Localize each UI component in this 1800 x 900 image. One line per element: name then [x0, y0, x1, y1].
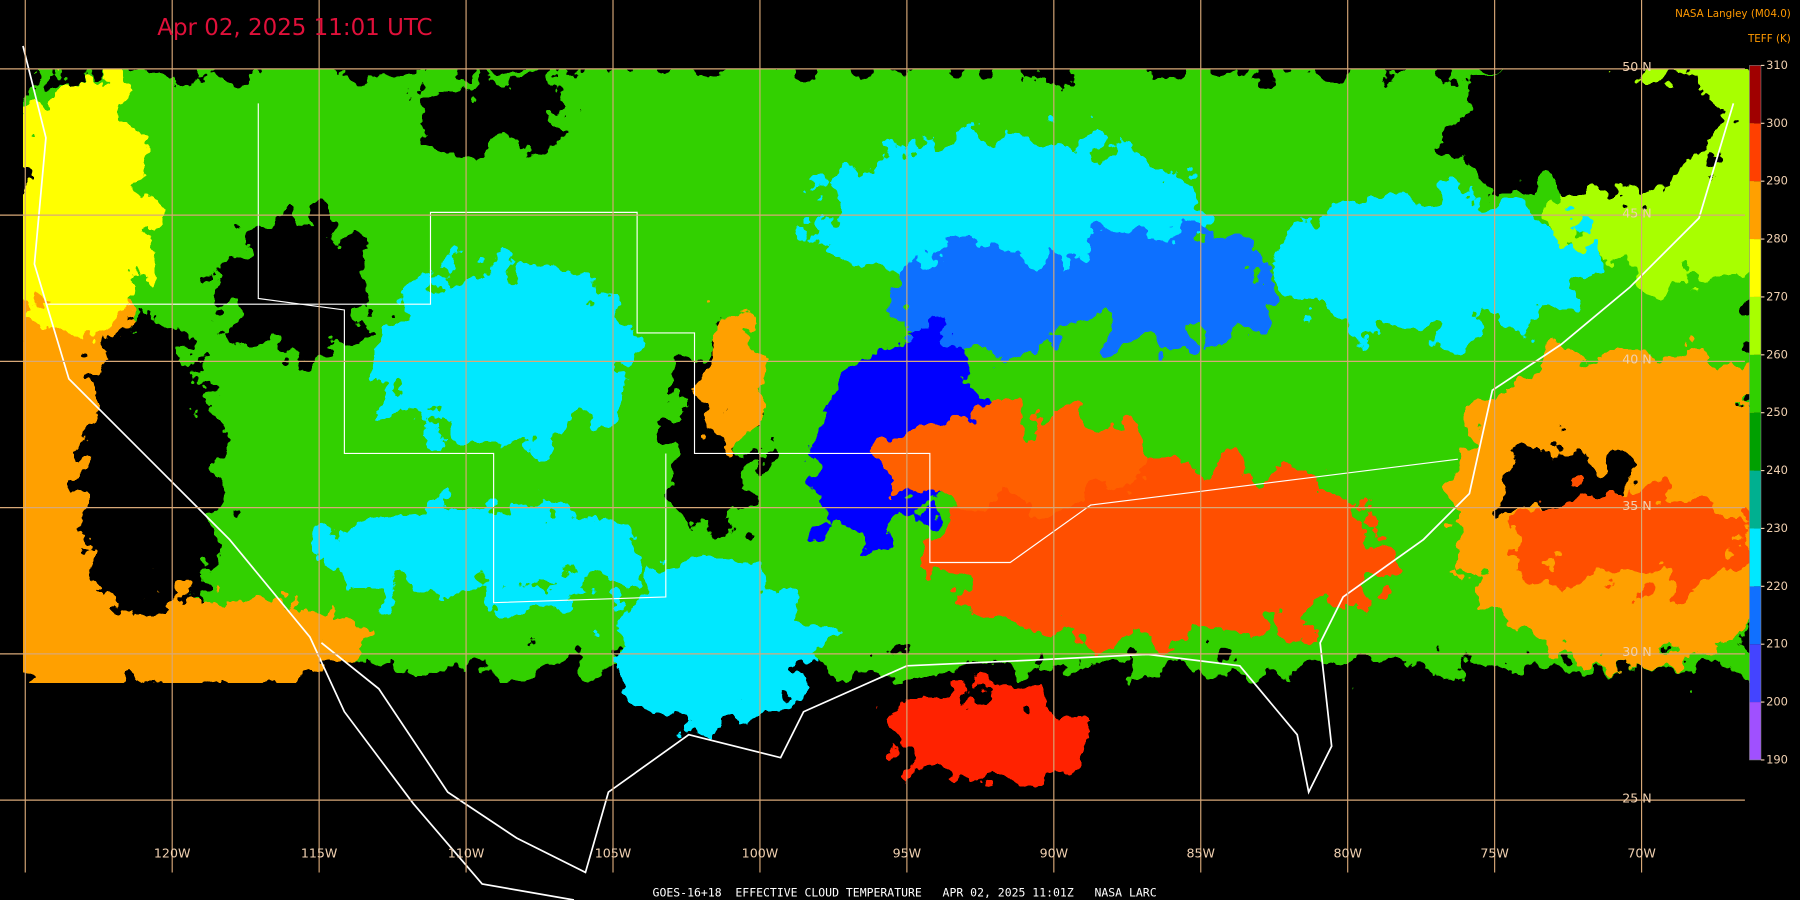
imagery-patch: [1113, 665, 1755, 804]
colorbar-band: [1749, 239, 1761, 297]
imagery-patch: [218, 218, 379, 356]
lon-label: 85W: [1187, 846, 1216, 861]
lon-label: 110W: [448, 846, 485, 861]
colorbar-band: [1749, 65, 1761, 124]
imagery-patch: [872, 413, 1148, 506]
colorbar-tick-label: 290: [1766, 174, 1788, 188]
lon-label: 95W: [893, 846, 922, 861]
colorbar-tick-label: 260: [1766, 347, 1788, 361]
lat-label: 25 N: [1622, 790, 1651, 805]
colorbar-tick-label: 200: [1766, 695, 1788, 709]
colorbar-band: [1749, 123, 1761, 182]
colorbar-band: [1749, 181, 1761, 240]
source-label: NASA Langley (M04.0): [1675, 8, 1791, 20]
cloud-imagery: [22, 68, 1755, 804]
state-borders: [257, 103, 667, 604]
colorbar-tick-label: 210: [1766, 637, 1788, 651]
imagery-patch: [883, 688, 1091, 781]
imagery-patch: [1446, 68, 1722, 196]
imagery-patch: [608, 562, 816, 724]
imagery-patch: [80, 321, 219, 643]
colorbar-tick-label: 220: [1766, 579, 1788, 593]
imagery-patch: [929, 459, 1390, 643]
lon-label: 105W: [595, 846, 632, 861]
colorbar-band: [1749, 702, 1761, 760]
imagery-patch: [1067, 229, 1275, 345]
imagery-patch: [1102, 688, 1240, 804]
lat-label: 30 N: [1622, 644, 1651, 659]
caption: GOES-16+18 EFFECTIVE CLOUD TEMPERATURE A…: [653, 886, 1157, 900]
imagery-patch: [22, 68, 150, 345]
lon-label: 120W: [154, 846, 191, 861]
colorbar-tick-label: 310: [1766, 58, 1788, 72]
colorbar-tick-label: 300: [1766, 116, 1788, 130]
colorbar-tick-label: 230: [1766, 521, 1788, 535]
colorbar-tick-label: 190: [1766, 752, 1788, 766]
colorbar-band: [1749, 412, 1761, 471]
imagery-patch: [700, 309, 770, 448]
lat-label: 35 N: [1622, 498, 1651, 513]
colorbar-band: [1749, 354, 1761, 413]
colorbar-band: [1749, 528, 1761, 587]
lon-label: 80W: [1333, 846, 1362, 861]
lat-label: 50 N: [1622, 59, 1651, 74]
colorbar-band: [1749, 470, 1761, 529]
colorbar-title: TEFF (K): [1747, 33, 1791, 45]
colorbar-band: [1749, 644, 1761, 703]
imagery-patch: [22, 596, 368, 689]
coastline: [320, 103, 1735, 874]
lat-label: 40 N: [1622, 352, 1651, 367]
lat-label: 45 N: [1622, 205, 1651, 220]
coastline: [22, 45, 575, 900]
lon-label: 70W: [1627, 846, 1656, 861]
colorbar-tick-label: 280: [1766, 232, 1788, 246]
lon-label: 75W: [1480, 846, 1509, 861]
imagery-patch: [378, 264, 632, 448]
imagery-patch: [309, 505, 655, 597]
colorbar-tick-label: 270: [1766, 289, 1788, 303]
lon-label: 115W: [301, 846, 338, 861]
imagery-patch: [413, 80, 574, 150]
lon-label: 100W: [742, 846, 779, 861]
imagery-patch: [1274, 195, 1596, 333]
imagery-patch: [1503, 493, 1755, 586]
imagery-patch: [895, 241, 1080, 356]
lon-label: 90W: [1040, 846, 1069, 861]
colorbar-band: [1749, 296, 1761, 355]
state-borders: [45, 211, 1458, 564]
graticule: [0, 0, 1745, 873]
timestamp: Apr 02, 2025 11:01 UTC: [157, 15, 432, 41]
colorbar-band: [1749, 586, 1761, 645]
colorbar-tick-label: 250: [1766, 405, 1788, 419]
colorbar-tick-label: 240: [1766, 463, 1788, 477]
